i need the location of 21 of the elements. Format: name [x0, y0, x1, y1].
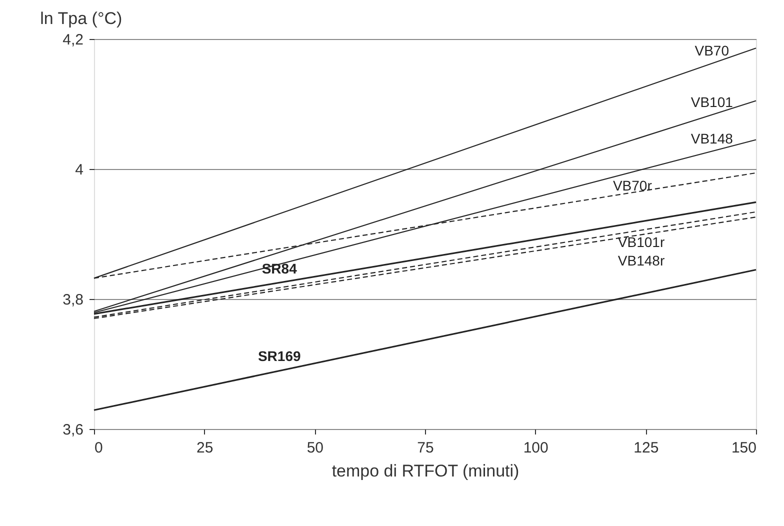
y-tick-label: 3,6 — [62, 422, 84, 438]
x-tick-label: 125 — [634, 440, 659, 456]
series-label: VB101 — [690, 94, 734, 110]
y-axis-title: ln Tpa (°C) — [40, 9, 122, 28]
x-tick-label: 75 — [417, 440, 434, 456]
series-label: VB148r — [618, 252, 665, 269]
x-tick-label: 50 — [306, 440, 324, 456]
x-tick-label: 100 — [523, 440, 548, 456]
series-label: VB148 — [690, 130, 734, 146]
series-label: VB70r — [612, 178, 652, 194]
x-tick-label: 0 — [94, 440, 103, 456]
series-label: VB70 — [694, 42, 730, 58]
series-label: SR84 — [262, 260, 298, 277]
x-axis-title: tempo di RTFOT (minuti) — [332, 462, 520, 480]
y-tick-label: 4,2 — [62, 32, 84, 48]
y-tick-label: 4 — [75, 162, 84, 178]
y-tick-label: 3,8 — [62, 292, 84, 308]
series-label: SR169 — [258, 348, 301, 364]
x-tick-label: 150 — [731, 440, 756, 456]
series-label: VB101r — [618, 234, 665, 250]
x-tick-label: 25 — [196, 440, 214, 456]
